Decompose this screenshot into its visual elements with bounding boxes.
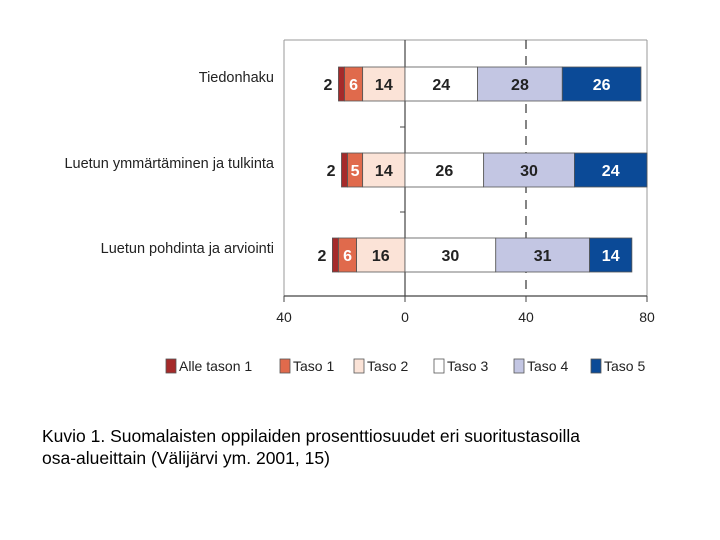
category-label: Luetun pohdinta ja arviointi	[101, 241, 274, 257]
caption-line-1: Kuvio 1. Suomalaisten oppilaiden prosent…	[42, 426, 580, 446]
legend-swatch	[433, 358, 445, 374]
legend-label: Alle tason 1	[179, 358, 252, 374]
x-tick-label: 40	[276, 309, 292, 325]
bar-value-label: 31	[534, 248, 552, 265]
category-label: Luetun ymmärtäminen ja tulkinta	[64, 156, 274, 172]
bar-value-label: 2	[317, 248, 326, 265]
category-labels: Tiedonhaku Luetun ymmärtäminen ja tulkint…	[64, 70, 274, 257]
bar-value-label: 14	[602, 248, 620, 265]
bar-value-label: 30	[520, 163, 538, 180]
bar-segment	[483, 152, 575, 188]
bar-segment	[362, 66, 406, 102]
x-tick-label: 40	[518, 309, 534, 325]
caption-line-2: osa-alueittain (Välijärvi ym. 2001, 15)	[42, 448, 330, 468]
bar-segment	[589, 237, 633, 273]
x-axis: 40 0 40 80	[276, 295, 655, 325]
bar-segment	[495, 237, 590, 273]
category-label: Tiedonhaku	[199, 70, 274, 86]
bar-value-label: 26	[593, 77, 611, 94]
stacked-bar-chart: 2 6 14 24 28 262 5 14 26 30 242 6 16 30 31 14 Tiedonhak…	[64, 39, 655, 374]
figure-caption: Kuvio 1. Suomalaisten oppilaiden prosent…	[42, 425, 682, 469]
bar-segment	[561, 66, 642, 102]
bar-segment	[338, 66, 345, 102]
bar-value-label: 14	[375, 77, 393, 94]
bar-value-label: 14	[375, 163, 393, 180]
bar-value-label: 16	[372, 248, 390, 265]
bar-value-label: 24	[432, 77, 450, 94]
bar-value-label: 28	[511, 77, 529, 94]
bar-segment	[574, 152, 648, 188]
bar-value-label: 2	[327, 163, 336, 180]
bar-segment	[404, 237, 497, 273]
bar-value-label: 6	[343, 248, 352, 265]
legend-label: Taso 2	[367, 358, 408, 374]
legend: Alle tason 1 Taso 1 Taso 2 Taso 3 Taso 4 Taso…	[165, 358, 645, 374]
x-tick-label: 0	[401, 309, 409, 325]
legend-swatch	[165, 358, 177, 374]
legend-swatch	[279, 358, 291, 374]
bar-value-label: 2	[324, 77, 333, 94]
legend-label: Taso 1	[293, 358, 334, 374]
bar-value-label: 26	[435, 163, 453, 180]
x-tick-label: 80	[639, 309, 655, 325]
bar-value-label: 5	[351, 163, 360, 180]
bar-segment	[356, 237, 406, 273]
legend-label: Taso 5	[604, 358, 645, 374]
bar-segment	[341, 152, 348, 188]
bar-segment	[331, 237, 339, 273]
bar-value-label: 30	[441, 248, 459, 265]
legend-label: Taso 3	[447, 358, 488, 374]
legend-swatch	[513, 358, 525, 374]
bar-value-label: 24	[602, 163, 620, 180]
legend-swatch	[353, 358, 365, 374]
bars-group: 2 6 14 24 28 262 5 14 26 30 242 6 16 30 31 14	[317, 66, 648, 273]
legend-label: Taso 4	[527, 358, 568, 374]
bar-value-label: 6	[349, 77, 358, 94]
legend-swatch	[590, 358, 602, 374]
